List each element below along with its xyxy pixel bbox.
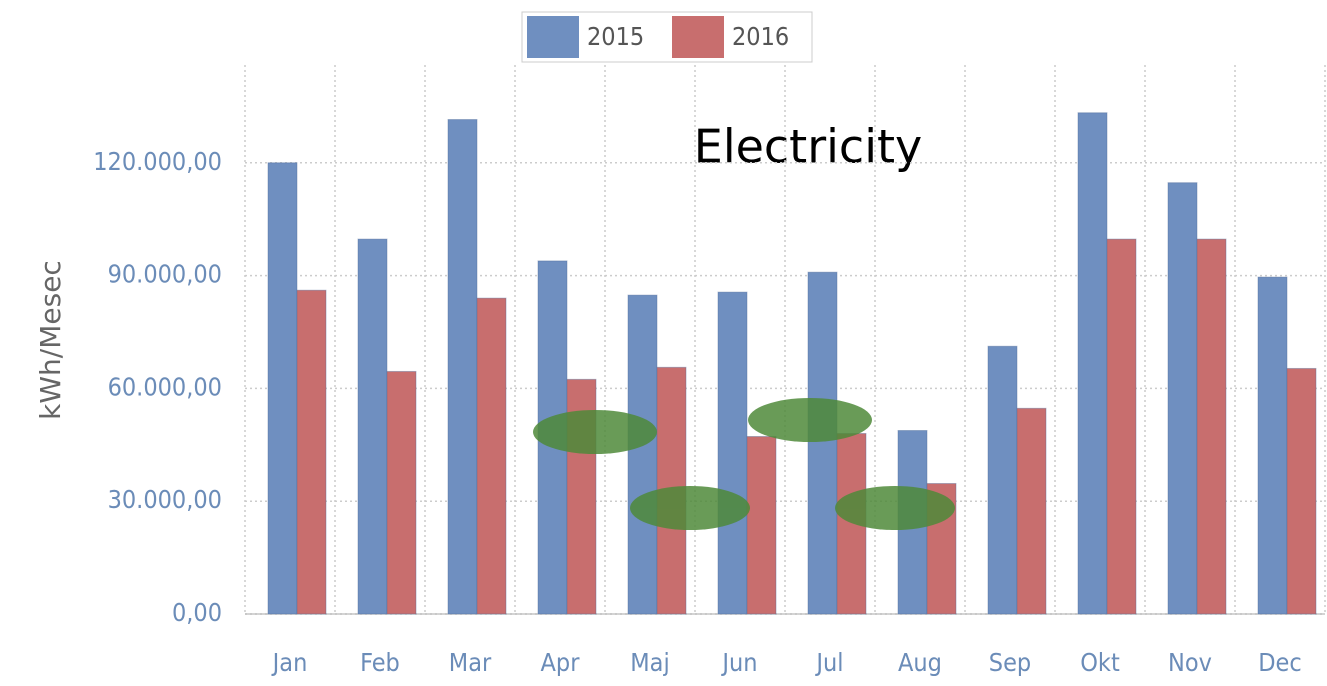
x-tick-label: Maj xyxy=(630,648,669,677)
y-tick-label: 90.000,00 xyxy=(108,260,222,289)
legend-swatch xyxy=(527,16,579,58)
x-tick-label: Jun xyxy=(720,648,757,677)
bar xyxy=(1017,408,1046,614)
bar xyxy=(628,295,657,614)
x-tick-label: Jan xyxy=(271,648,308,677)
legend-swatch xyxy=(672,16,724,58)
bar xyxy=(477,298,506,614)
x-tick-label: Jul xyxy=(814,648,843,677)
bar xyxy=(747,437,776,614)
y-tick-label: 60.000,00 xyxy=(108,372,222,401)
x-tick-label: Dec xyxy=(1258,648,1302,677)
y-tick-label: 120.000,00 xyxy=(93,147,222,176)
x-tick-label: Apr xyxy=(541,648,581,677)
legend-label: 2015 xyxy=(587,22,644,51)
bar xyxy=(988,346,1017,614)
bar xyxy=(1107,239,1136,614)
bar xyxy=(1078,113,1107,614)
bar xyxy=(297,290,326,614)
x-tick-label: Mar xyxy=(449,648,492,677)
bar xyxy=(718,292,747,614)
x-tick-label: Aug xyxy=(898,648,942,677)
y-tick-label: 30.000,00 xyxy=(108,485,222,514)
bar xyxy=(1197,239,1226,614)
chart-title: Electricity xyxy=(694,120,923,174)
bar xyxy=(448,120,477,614)
bar xyxy=(268,163,297,614)
y-axis-label: kWh/Mesec xyxy=(34,260,67,420)
bar xyxy=(358,239,387,614)
x-tick-label: Sep xyxy=(989,648,1031,677)
x-tick-label: Feb xyxy=(360,648,400,677)
bar xyxy=(808,272,837,614)
bar xyxy=(387,371,416,614)
legend-label: 2016 xyxy=(732,22,789,51)
x-tick-label: Nov xyxy=(1168,648,1212,677)
chart: Electricity kWh/Mesec 2015 2016 0,00 30.00… xyxy=(0,0,1327,686)
bar xyxy=(1258,277,1287,614)
bar xyxy=(1168,183,1197,614)
y-tick-label: 0,00 xyxy=(172,598,222,627)
x-tick-label: Okt xyxy=(1080,648,1120,677)
bar xyxy=(1287,368,1316,614)
